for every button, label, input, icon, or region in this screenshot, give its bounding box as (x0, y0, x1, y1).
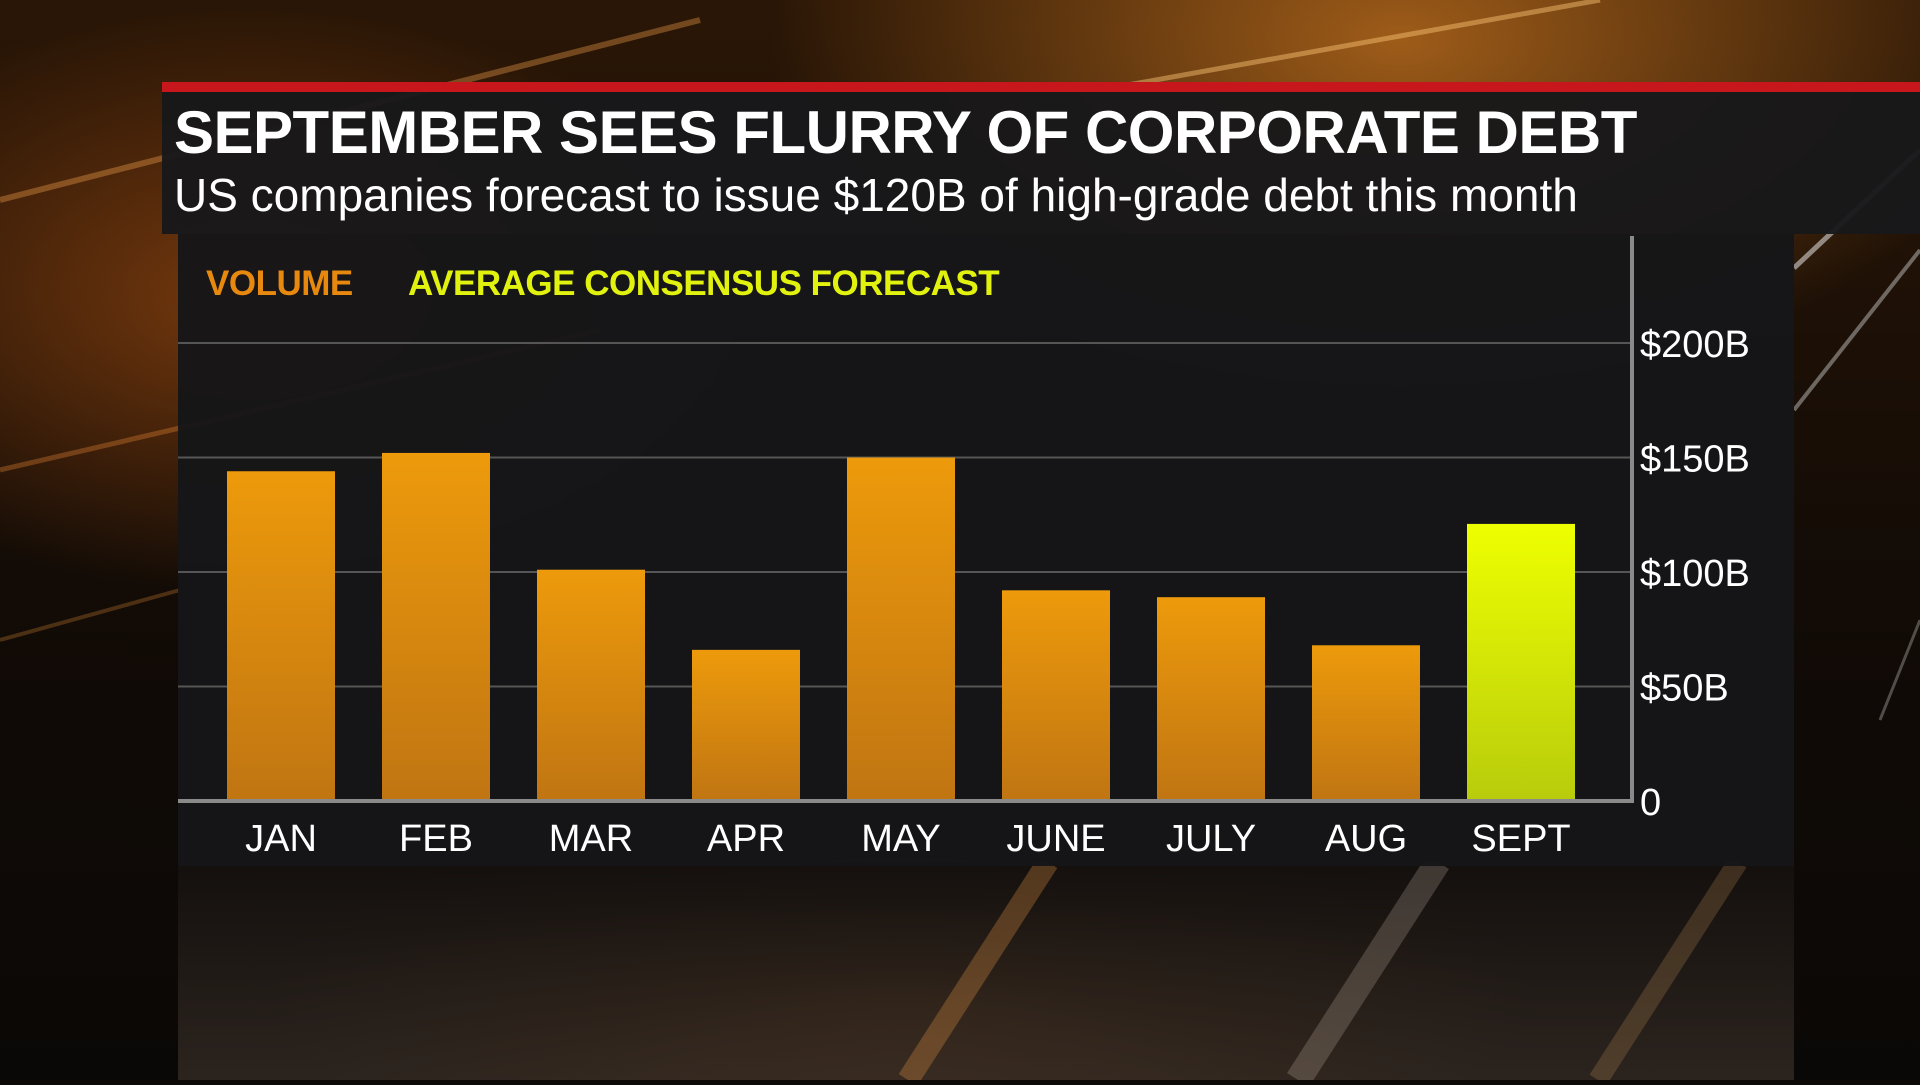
x-tick-label: SEPT (1471, 818, 1570, 860)
title-band (162, 92, 1920, 234)
axes (178, 236, 1634, 803)
x-tick-label: AUG (1325, 818, 1407, 860)
y-tick-label: $200B (1640, 324, 1750, 366)
x-tick-label: APR (707, 818, 785, 860)
x-tick-label: MAR (549, 818, 633, 860)
legend-forecast: AVERAGE CONSENSUS FORECAST (408, 264, 1000, 303)
y-tick-label: 0 (1640, 782, 1661, 824)
bar-volume-apr (692, 649, 800, 801)
bar-volume-may (847, 457, 955, 801)
bar-volume-june (1002, 590, 1110, 801)
subhead: US companies forecast to issue $120B of … (174, 169, 1578, 221)
x-tick-label: JUNE (1006, 818, 1105, 860)
bars (227, 452, 1575, 801)
x-tick-label: JULY (1166, 818, 1256, 860)
legend-volume: VOLUME (206, 264, 353, 303)
bar-volume-feb (382, 452, 490, 801)
lower-panel (178, 854, 1794, 1085)
y-tick-label: $150B (1640, 439, 1750, 481)
bar-forecast-sept (1467, 523, 1575, 801)
bar-volume-mar (537, 569, 645, 801)
x-tick-label: JAN (245, 818, 317, 860)
x-tick-label: FEB (399, 818, 473, 860)
bar-volume-jan (227, 471, 335, 801)
bar-volume-july (1157, 597, 1265, 801)
y-tick-label: $100B (1640, 553, 1750, 595)
headline: SEPTEMBER SEES FLURRY OF CORPORATE DEBT (174, 99, 1637, 166)
y-tick-label: $50B (1640, 668, 1729, 710)
accent-rule (162, 82, 1920, 92)
lower-panel-streaks (898, 854, 1747, 1085)
labels: 0 $50B $100B $150B $200B JAN FEB MAR APR MAY JUNE J… (245, 324, 1750, 860)
bar-volume-aug (1312, 645, 1420, 801)
x-tick-label: MAY (861, 818, 941, 860)
